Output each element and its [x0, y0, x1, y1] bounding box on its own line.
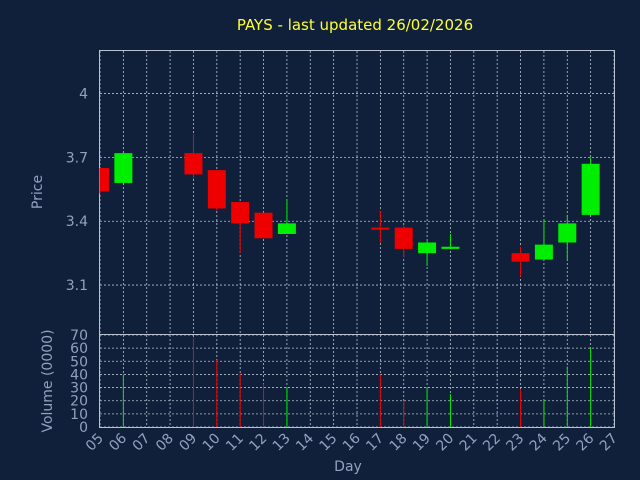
x-tick-label: 06	[106, 430, 130, 454]
volume-tick-label: 10	[70, 407, 88, 423]
price-axis-ticks: 3.1 3.4 3.7 4	[66, 87, 88, 295]
candle-body	[100, 168, 109, 192]
candle-body	[581, 163, 600, 215]
candle-body	[231, 202, 250, 224]
x-tick-label: 13	[270, 431, 294, 455]
x-tick-label: 14	[293, 430, 317, 454]
volume-tick-label: 70	[70, 328, 88, 344]
volume-tick-label: 50	[70, 354, 88, 370]
candle-body	[558, 223, 577, 243]
volume-tick-label: 30	[70, 381, 88, 397]
x-tick-label: 26	[574, 430, 598, 454]
x-tick-label: 07	[130, 431, 154, 455]
candle-body	[114, 153, 133, 183]
candle-body	[254, 212, 273, 239]
x-tick-label: 19	[410, 431, 434, 455]
chart-title: PAYS - last updated 26/02/2026	[237, 16, 473, 34]
x-tick-label: 24	[527, 430, 551, 454]
x-tick-label: 22	[480, 431, 504, 455]
x-tick-label: 25	[550, 431, 574, 455]
x-tick-label: 10	[200, 431, 224, 455]
candle-body	[511, 253, 530, 262]
price-tick-label: 3.1	[66, 278, 88, 294]
volume-tick-label: 40	[70, 367, 88, 383]
x-tick-label: 20	[433, 431, 457, 455]
candle-body	[394, 227, 413, 249]
candle-body	[371, 227, 390, 230]
volume-bars	[122, 337, 592, 427]
x-tick-label: 27	[597, 431, 621, 455]
price-tick-label: 3.7	[66, 150, 88, 166]
x-tick-label: 08	[153, 431, 177, 455]
x-tick-label: 23	[503, 431, 527, 455]
volume-plot-frame	[99, 334, 615, 428]
volume-tick-label: 60	[70, 341, 88, 357]
x-tick-label: 18	[387, 431, 411, 455]
candle-body	[184, 153, 203, 175]
candle-body	[441, 246, 460, 249]
volume-gridlines	[99, 334, 615, 428]
price-tick-label: 3.4	[66, 214, 88, 230]
x-tick-label: 17	[363, 431, 387, 455]
price-gridlines	[99, 51, 615, 334]
volume-axis-label: Volume (0000)	[40, 329, 56, 432]
candles	[99, 133, 600, 277]
candle-body	[277, 223, 296, 234]
day-axis-ticks: 05 06 07 08 09 10 11 12 13 14 15 16 17 18 19 20 21 22 23 24…	[83, 430, 621, 454]
x-tick-label: 21	[457, 431, 481, 455]
x-tick-label: 12	[246, 431, 270, 455]
candle-body	[534, 244, 553, 260]
x-tick-label: 15	[317, 431, 341, 455]
price-axis-label: Price	[30, 175, 46, 209]
volume-tick-label: 0	[79, 420, 88, 436]
candle-body	[418, 242, 437, 254]
price-tick-label: 4	[79, 87, 88, 103]
volume-tick-label: 20	[70, 394, 88, 410]
x-axis-label: Day	[334, 459, 362, 475]
x-tick-label: 11	[223, 431, 247, 455]
x-tick-label: 16	[340, 430, 364, 454]
candle-body	[207, 170, 226, 209]
x-tick-label: 09	[176, 431, 200, 455]
